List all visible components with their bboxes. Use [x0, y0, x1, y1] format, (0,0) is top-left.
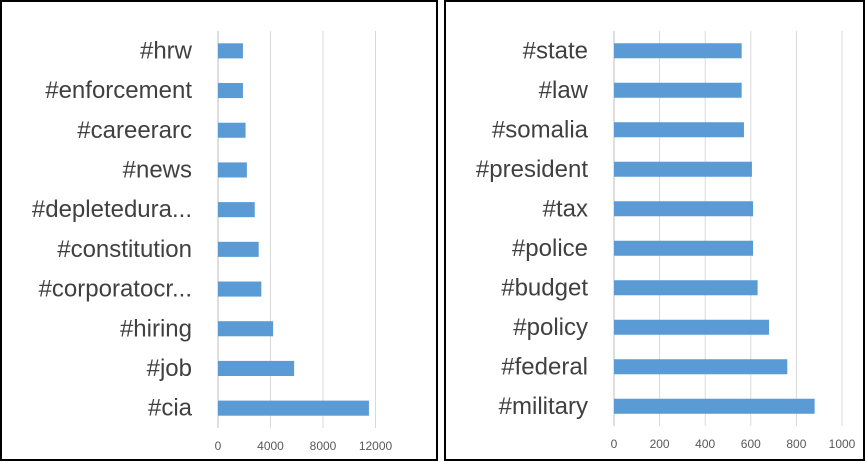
- bar: [614, 319, 770, 335]
- x-tick-label: 800: [786, 437, 806, 451]
- x-tick-label: 12000: [359, 439, 393, 453]
- category-label: #news: [123, 156, 192, 183]
- category-label: #hrw: [140, 37, 193, 64]
- bar: [218, 162, 247, 178]
- bar: [614, 398, 815, 414]
- category-label: #constitution: [57, 236, 192, 263]
- bar: [614, 122, 744, 138]
- category-label: #job: [147, 355, 192, 382]
- x-tick-label: 400: [695, 437, 715, 451]
- category-label: #military: [499, 393, 588, 420]
- bar: [614, 43, 742, 59]
- category-label: #depletedura...: [32, 196, 192, 223]
- bar: [614, 201, 754, 217]
- category-label: #enforcement: [45, 77, 192, 104]
- bar: [614, 240, 754, 256]
- x-tick-label: 8000: [310, 439, 337, 453]
- bar: [218, 400, 369, 416]
- x-tick-label: 600: [741, 437, 761, 451]
- left-bar-chart: #hrw #enforcement #careerarc #news #depleted…: [32, 31, 393, 453]
- bar: [218, 321, 274, 337]
- category-label: #budget: [501, 274, 588, 301]
- category-label: #hiring: [120, 315, 192, 342]
- bar: [218, 202, 255, 218]
- x-tick-label: 0: [215, 439, 222, 453]
- category-label: #law: [539, 77, 589, 104]
- bar: [218, 43, 243, 59]
- bar: [614, 280, 758, 296]
- bar: [218, 241, 259, 257]
- left-chart-panel: #hrw #enforcement #careerarc #news #depleted…: [0, 0, 438, 461]
- category-label: #somalia: [492, 116, 589, 143]
- x-tick-label: 4000: [257, 439, 284, 453]
- category-label: #cia: [148, 395, 193, 422]
- x-tick-label: 0: [611, 437, 618, 451]
- category-label: #tax: [543, 195, 588, 222]
- bar: [614, 359, 788, 375]
- bar: [614, 82, 742, 98]
- category-label: #president: [476, 156, 588, 183]
- bar: [218, 360, 295, 376]
- category-label: #policy: [513, 314, 588, 341]
- x-tick-label: 200: [650, 437, 670, 451]
- x-tick-label: 1000: [829, 437, 856, 451]
- bar: [218, 122, 246, 138]
- right-chart-panel: #state #law #somalia #president #tax #police #…: [444, 0, 865, 461]
- bar: [218, 83, 243, 99]
- category-label: #police: [512, 235, 588, 262]
- category-label: #state: [523, 37, 588, 64]
- category-label: #careerarc: [77, 117, 192, 144]
- category-label: #corporatocr...: [39, 276, 192, 303]
- right-bar-chart: #state #law #somalia #president #tax #police #…: [476, 31, 856, 451]
- bar: [218, 281, 262, 297]
- bar: [614, 161, 752, 177]
- category-label: #federal: [501, 353, 588, 380]
